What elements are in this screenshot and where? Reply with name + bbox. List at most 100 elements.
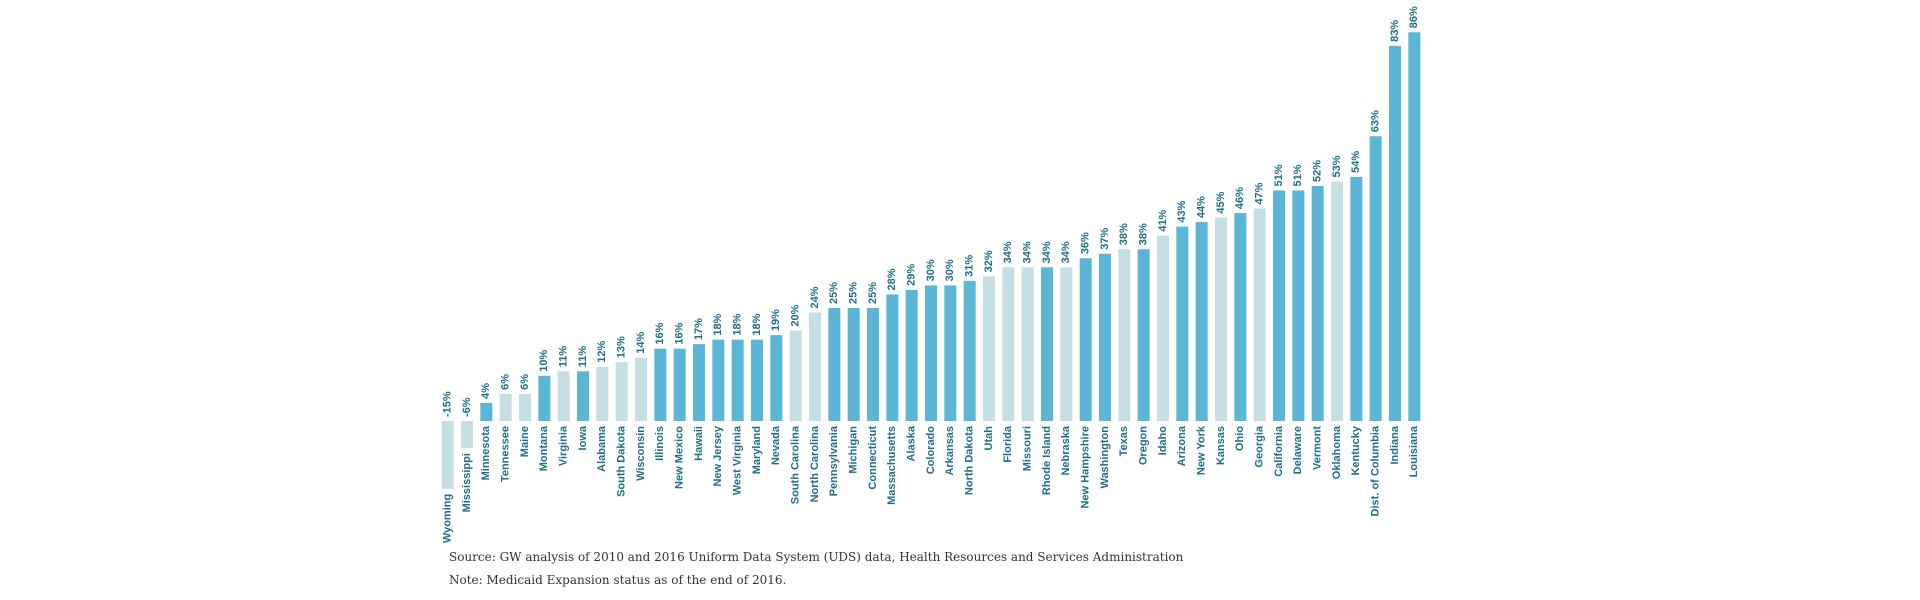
value-label: 47% (1254, 182, 1266, 204)
bar (673, 348, 686, 421)
value-label: 31% (964, 255, 976, 277)
x-tick-label: Montana (538, 425, 550, 471)
x-tick-label: Utah (983, 426, 995, 451)
value-label: 18% (751, 313, 763, 335)
x-tick-label: Kentucky (1350, 425, 1362, 475)
bar (1292, 190, 1305, 421)
x-tick-label: Idaho (1157, 426, 1169, 456)
x-tick-label: Florida (1002, 425, 1014, 463)
x-tick-label: South Carolina (790, 425, 802, 504)
x-tick-label: Minnesota (480, 425, 492, 480)
bar (1099, 253, 1111, 421)
bar (1060, 267, 1073, 421)
value-label: 43% (1176, 200, 1188, 222)
x-tick-label: New Mexico (674, 426, 686, 489)
x-tick-label: Hawaii (693, 426, 705, 461)
x-tick-label: Oklahoma (1331, 425, 1343, 479)
bar (1002, 267, 1015, 421)
x-tick-label: Rhode Island (1041, 426, 1053, 495)
value-label: 83% (1389, 20, 1401, 42)
bar (1215, 217, 1227, 421)
value-label: 19% (770, 309, 782, 331)
x-tick-label: Arkansas (944, 426, 956, 476)
x-tick-label: Maine (519, 426, 531, 457)
bar (712, 339, 725, 421)
bar (1408, 32, 1421, 421)
bar (596, 366, 609, 421)
x-tick-label: Alaska (906, 425, 918, 461)
value-label: 51% (1273, 164, 1285, 186)
bar (577, 371, 589, 421)
value-label: 34% (1060, 241, 1072, 263)
value-label: 6% (500, 374, 512, 390)
value-label: 86% (1408, 6, 1420, 28)
bar (1157, 235, 1169, 421)
x-tick-label: Massachusetts (886, 426, 898, 505)
x-tick-label: Texas (1118, 426, 1130, 456)
bar (944, 285, 957, 421)
bar (1369, 136, 1382, 422)
value-label: 18% (712, 313, 724, 335)
x-tick-label: Iowa (577, 425, 589, 450)
bar (789, 330, 802, 421)
value-label: 24% (809, 286, 821, 308)
x-tick-label: Illinois (654, 426, 666, 461)
bar (1137, 249, 1150, 421)
x-tick-label: Maryland (751, 426, 763, 474)
x-tick-label: Vermont (1312, 426, 1324, 470)
value-label: 45% (1215, 191, 1227, 213)
value-label: 16% (654, 322, 666, 344)
value-label: 28% (886, 268, 898, 290)
bar (615, 362, 628, 421)
value-label: 11% (577, 346, 589, 368)
value-label: 63% (1370, 110, 1382, 132)
bar (635, 357, 647, 421)
x-tick-label: Arizona (1176, 425, 1188, 466)
x-tick-label: South Dakota (616, 425, 628, 497)
bar (1389, 45, 1401, 422)
bar (1350, 176, 1363, 421)
value-label: 25% (848, 282, 860, 304)
value-label: 16% (674, 322, 686, 344)
value-label: -6% (461, 397, 473, 417)
bar (1331, 181, 1343, 421)
footnote: Note: Medicaid Expansion status as of th… (449, 573, 786, 587)
x-tick-label: Pennsylvania (828, 425, 840, 496)
x-tick-label: Virginia (558, 425, 570, 466)
value-label: 54% (1350, 151, 1362, 173)
value-label: 12% (596, 341, 608, 363)
value-label: -15% (442, 391, 454, 417)
x-tick-label: Ohio (1234, 426, 1246, 451)
x-tick-label: Louisiana (1408, 425, 1420, 477)
value-label: 25% (828, 282, 840, 304)
x-tick-label: Delaware (1292, 426, 1304, 474)
x-tick-label: Nevada (770, 425, 782, 465)
bar (480, 402, 493, 421)
bar (499, 393, 512, 421)
value-label: 38% (1138, 223, 1150, 245)
value-label: 32% (983, 250, 995, 272)
bar (731, 339, 744, 421)
bar (809, 312, 821, 421)
value-label: 6% (519, 374, 531, 390)
bar (925, 285, 937, 421)
bar (1118, 249, 1131, 421)
bar (828, 308, 841, 421)
value-label: 34% (1002, 241, 1014, 263)
bar (1021, 267, 1034, 421)
value-label: 30% (944, 259, 956, 281)
bar (693, 344, 705, 421)
x-tick-label: New York (1196, 425, 1208, 475)
bar (1195, 222, 1208, 421)
x-tick-label: North Carolina (809, 425, 821, 502)
value-label: 46% (1234, 187, 1246, 209)
value-label: 20% (790, 304, 802, 326)
value-label: 30% (925, 259, 937, 281)
value-label: 10% (538, 350, 550, 372)
x-tick-label: Dist. of Columbia (1370, 425, 1382, 516)
value-label: 29% (906, 264, 918, 286)
x-tick-label: Mississippi (461, 453, 473, 512)
value-label: 36% (1080, 232, 1092, 254)
bar (867, 308, 879, 421)
